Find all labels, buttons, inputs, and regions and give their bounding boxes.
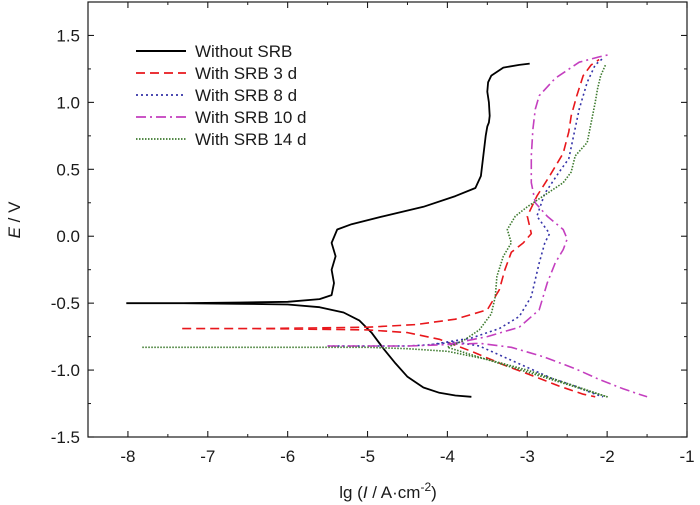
series-line-2: [182, 58, 600, 398]
legend: Without SRB With SRB 3 d With SRB 8 d With …: [136, 42, 307, 149]
x-tick-label: -6: [280, 447, 295, 466]
legend-label-5: With SRB 14 d: [195, 130, 307, 149]
legend-label-1: Without SRB: [195, 42, 292, 61]
y-tick-label: 1.0: [56, 93, 80, 112]
x-tick-label: -2: [600, 447, 615, 466]
y-tick-label: 0.0: [56, 227, 80, 246]
legend-label-3: With SRB 8 d: [195, 86, 297, 105]
series-line-5: [142, 64, 608, 398]
series-line-1: [126, 62, 530, 398]
legend-label-4: With SRB 10 d: [195, 108, 307, 127]
series-line-3: [327, 57, 604, 398]
plot-frame: [87, 1, 688, 438]
x-tick-label: -4: [440, 447, 455, 466]
x-tick-label: -7: [200, 447, 215, 466]
series-line-4: [327, 53, 648, 398]
x-tick-label: -8: [120, 447, 135, 466]
y-tick-label: 1.5: [56, 26, 80, 45]
x-tick-label: -3: [520, 447, 535, 466]
x-axis-title: lg (I / A·cm-2): [339, 480, 437, 502]
axes-layer: -8 -7 -6 -5 -4 -3 -2 -1 -1.5 -1.0 -0.5 0.0 0.5 1.0 1.5: [51, 1, 695, 466]
y-tick-label: 0.5: [56, 160, 80, 179]
y-tick-label: -1.5: [51, 428, 80, 447]
y-axis-title: E / V: [5, 201, 24, 239]
y-tick-label: -1.0: [51, 361, 80, 380]
x-tick-label: -1: [679, 447, 694, 466]
x-tick-label: -5: [360, 447, 375, 466]
series-layer: [126, 53, 648, 398]
y-tick-label: -0.5: [51, 294, 80, 313]
legend-label-2: With SRB 3 d: [195, 64, 297, 83]
